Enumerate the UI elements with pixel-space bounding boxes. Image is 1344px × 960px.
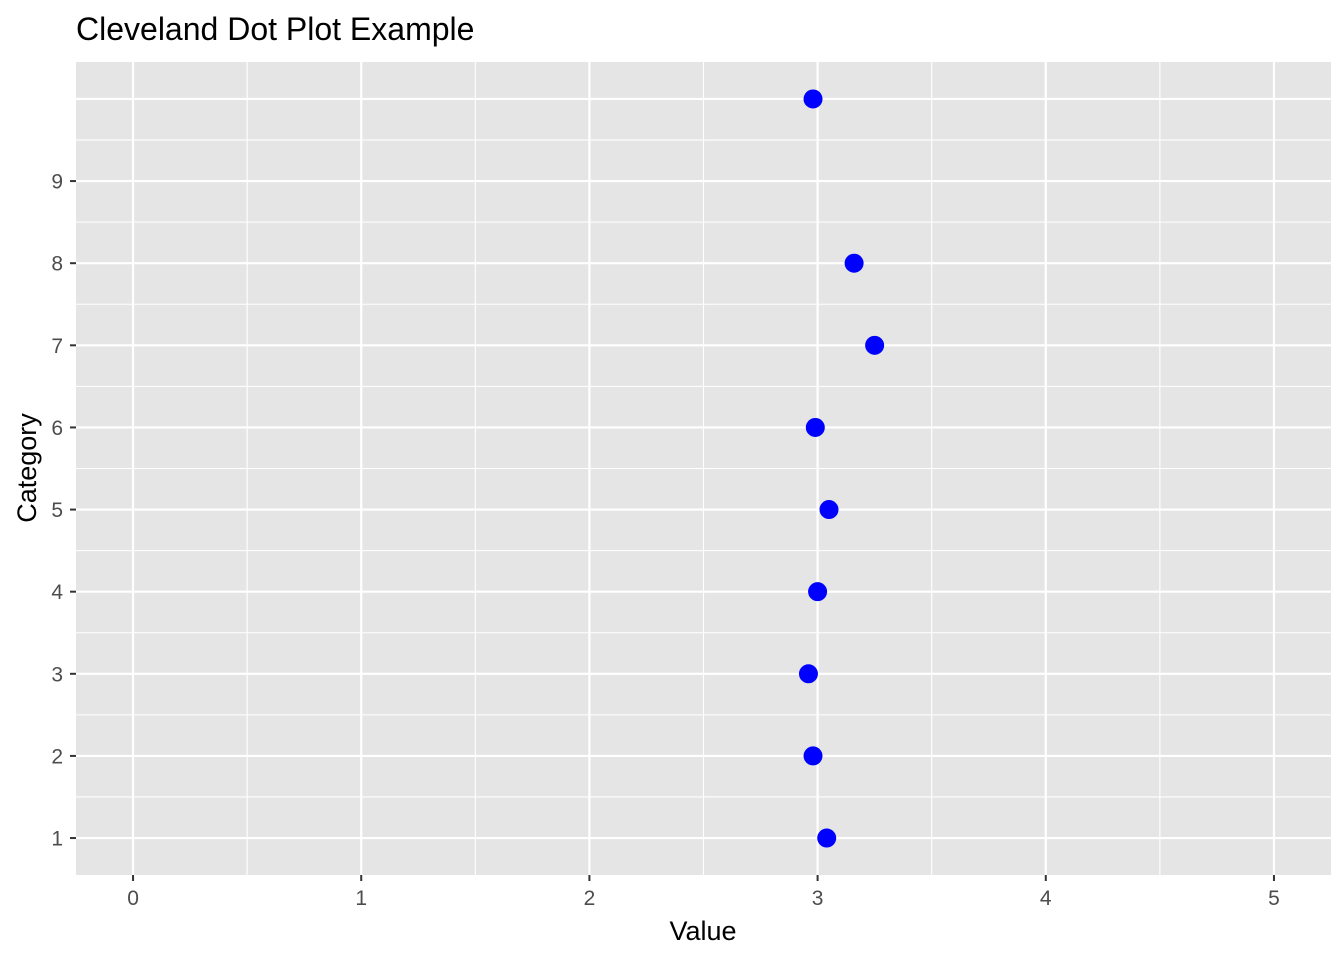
data-point (803, 89, 823, 109)
y-tick-label: 3 (51, 663, 63, 686)
x-tick-label: 3 (812, 887, 824, 910)
y-tick-label: 6 (51, 417, 63, 440)
x-axis: 0 1 2 3 4 5 (127, 875, 1280, 910)
x-tick-label: 2 (584, 887, 596, 910)
x-axis-title: Value (669, 916, 736, 946)
x-tick-label: 4 (1040, 887, 1052, 910)
x-tick-label: 0 (127, 887, 139, 910)
data-point (798, 664, 818, 684)
data-point (819, 500, 839, 520)
y-tick-label: 9 (51, 171, 63, 194)
data-point (865, 335, 885, 355)
x-tick-label: 5 (1268, 887, 1280, 910)
y-tick-label: 8 (51, 253, 63, 276)
y-tick-label: 7 (51, 335, 63, 358)
data-point (805, 417, 825, 437)
y-tick-label: 5 (51, 499, 63, 522)
data-point (844, 253, 864, 273)
x-tick-label: 1 (355, 887, 367, 910)
data-point (803, 746, 823, 766)
data-point (817, 828, 837, 848)
y-tick-label: 1 (51, 828, 63, 851)
data-point (808, 582, 828, 602)
y-axis-title: Category (12, 413, 42, 523)
y-tick-label: 2 (51, 745, 63, 768)
y-axis: 1 2 3 4 5 6 7 8 9 (51, 171, 76, 851)
data-points (798, 89, 885, 848)
major-gridlines (76, 62, 1331, 875)
minor-gridlines (76, 62, 1331, 875)
y-tick-label: 4 (51, 581, 63, 604)
chart-title: Cleveland Dot Plot Example (76, 11, 474, 47)
